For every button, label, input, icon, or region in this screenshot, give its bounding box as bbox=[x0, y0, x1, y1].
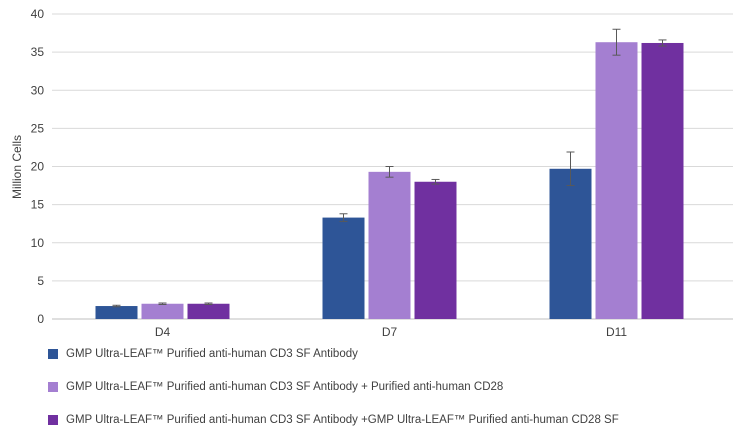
bar bbox=[368, 171, 411, 319]
y-axis-title: Million Cells bbox=[10, 135, 24, 199]
y-axis-ticks: 0 5 10 15 20 25 30 35 40 bbox=[31, 7, 45, 326]
y-tick-label: 10 bbox=[31, 236, 45, 250]
bars bbox=[95, 42, 684, 320]
bar-chart: 0 5 10 15 20 25 30 35 40 D4 D7 D11 Million Cells bbox=[10, 7, 733, 339]
bar bbox=[595, 42, 638, 320]
bar bbox=[95, 306, 138, 319]
x-axis-ticks: D4 D7 D11 bbox=[155, 325, 628, 339]
bar bbox=[414, 181, 457, 319]
legend-swatch bbox=[48, 415, 58, 425]
legend-item: GMP Ultra-LEAF™ Purified anti-human CD3 … bbox=[48, 344, 738, 364]
bar bbox=[322, 217, 365, 319]
x-tick-label: D7 bbox=[382, 325, 398, 339]
y-tick-label: 0 bbox=[37, 312, 44, 326]
legend-item: GMP Ultra-LEAF™ Purified anti-human CD3 … bbox=[48, 410, 738, 430]
legend-swatch bbox=[48, 349, 58, 359]
legend-label: GMP Ultra-LEAF™ Purified anti-human CD3 … bbox=[66, 414, 619, 426]
y-tick-label: 30 bbox=[31, 83, 45, 97]
legend-swatch bbox=[48, 382, 58, 392]
y-tick-label: 20 bbox=[31, 160, 45, 174]
bar bbox=[549, 168, 592, 319]
legend-item: GMP Ultra-LEAF™ Purified anti-human CD3 … bbox=[48, 377, 738, 397]
x-tick-label: D4 bbox=[155, 325, 171, 339]
bar bbox=[641, 42, 684, 319]
y-tick-label: 25 bbox=[31, 121, 45, 135]
y-tick-label: 5 bbox=[37, 274, 44, 288]
bar bbox=[141, 303, 184, 319]
y-tick-label: 15 bbox=[31, 198, 45, 212]
y-tick-label: 40 bbox=[31, 7, 45, 21]
x-tick-label: D11 bbox=[606, 325, 627, 339]
legend-label: GMP Ultra-LEAF™ Purified anti-human CD3 … bbox=[66, 348, 358, 360]
error-bars bbox=[112, 28, 667, 308]
legend-label: GMP Ultra-LEAF™ Purified anti-human CD3 … bbox=[66, 381, 504, 393]
bar bbox=[187, 303, 230, 319]
legend: GMP Ultra-LEAF™ Purified anti-human CD3 … bbox=[48, 344, 738, 443]
y-tick-label: 35 bbox=[31, 45, 45, 59]
